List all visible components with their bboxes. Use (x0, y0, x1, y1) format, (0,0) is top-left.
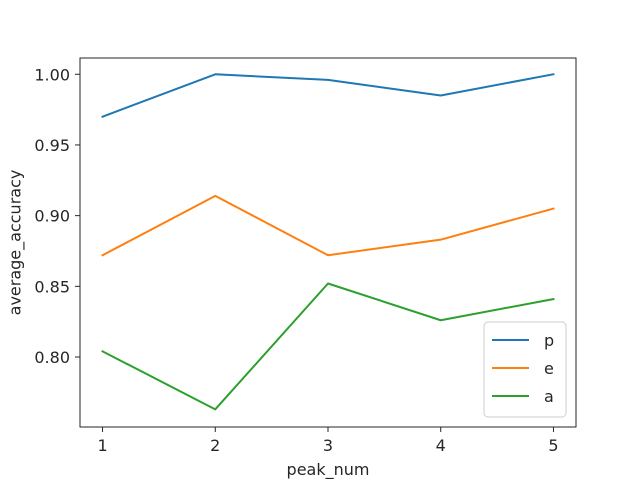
x-tick-label: 5 (548, 436, 558, 455)
x-tick-label: 3 (323, 436, 333, 455)
legend-label-e: e (544, 359, 554, 378)
y-axis-title: average_accuracy (6, 170, 26, 316)
series-line-a (101, 282, 555, 411)
x-tick-label: 1 (97, 436, 107, 455)
series-line-p (101, 73, 555, 118)
plot-area (101, 73, 555, 411)
legend-label-a: a (544, 387, 554, 406)
y-tick-label: 0.80 (34, 348, 70, 367)
y-tick-label: 0.85 (34, 277, 70, 296)
y-axis: 0.80 0.85 0.90 0.95 1.00 (34, 65, 80, 367)
y-tick-label: 0.95 (34, 136, 70, 155)
series-line-e (101, 194, 555, 257)
x-tick-label: 4 (436, 436, 446, 455)
legend-label-p: p (544, 331, 554, 350)
x-axis-title: peak_num (287, 460, 370, 480)
x-axis: 1 2 3 4 5 (97, 427, 559, 455)
x-tick-label: 2 (210, 436, 220, 455)
legend-box (483, 321, 567, 418)
y-tick-label: 0.90 (34, 207, 70, 226)
legend: pea (483, 321, 567, 418)
y-tick-label: 1.00 (34, 65, 70, 84)
